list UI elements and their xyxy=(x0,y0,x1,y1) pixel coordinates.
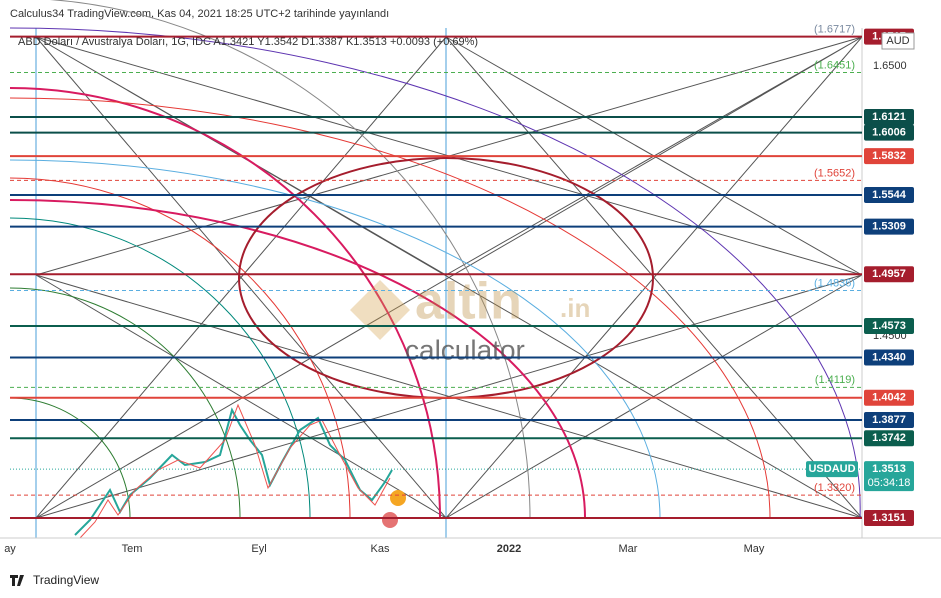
arc xyxy=(9,159,661,519)
price-box xyxy=(864,218,914,235)
price-box xyxy=(864,186,914,203)
time-label: Eyl xyxy=(251,543,266,555)
dashed-level-label: (1.3320) xyxy=(814,482,855,494)
arc xyxy=(9,177,351,519)
time-label: Kas xyxy=(371,543,390,555)
price-box xyxy=(864,411,914,428)
price-box xyxy=(864,430,914,447)
dashed-level-label: (1.4119) xyxy=(815,374,855,386)
price-box xyxy=(864,124,914,141)
dashed-level-label: (1.4836) xyxy=(814,277,855,289)
price-box-label: 1.5832 xyxy=(872,150,906,162)
price-box xyxy=(864,349,914,366)
price-box-label: 1.4340 xyxy=(872,351,906,363)
time-label: Tem xyxy=(122,543,143,555)
price-box xyxy=(864,318,914,335)
current-price: 1.3513 xyxy=(872,463,906,475)
watermark-sub: calculator xyxy=(405,334,525,365)
time-axis: ay Tem Eyl Kas 2022 Mar May xyxy=(4,543,765,555)
price-box-label: 1.3151 xyxy=(872,512,906,524)
symbol-box xyxy=(806,461,858,478)
arc xyxy=(9,87,441,519)
price-box-label: 1.4042 xyxy=(872,392,906,404)
price-box-label: 1.6121 xyxy=(872,111,906,123)
dashed-level-label: (1.6717) xyxy=(814,23,855,35)
price-box-label: 1.4573 xyxy=(872,320,906,332)
price-box xyxy=(864,510,914,526)
price-box-label: 1.3877 xyxy=(872,414,906,426)
time-label: 2022 xyxy=(497,543,521,555)
watermark: altin .in xyxy=(350,273,590,340)
price-box xyxy=(864,148,914,165)
watermark-domain: .in xyxy=(560,293,590,323)
countdown: 05:34:18 xyxy=(868,477,911,489)
drawings xyxy=(9,0,863,539)
chart-legend: ABD Doları / Avustralya Doları, 1G, IDC … xyxy=(18,36,478,48)
arc xyxy=(9,287,241,519)
price-box-label: 1.5309 xyxy=(872,221,906,233)
footer-icon xyxy=(10,575,24,586)
price-box xyxy=(864,266,914,283)
price-box-label: 1.5544 xyxy=(872,189,907,201)
time-label: ay xyxy=(4,543,16,555)
dashed-level-label: (1.5652) xyxy=(814,167,855,179)
currency-label: AUD xyxy=(886,35,909,47)
price-label: 1.6500 xyxy=(873,60,907,72)
price-box-label: 1.3742 xyxy=(872,432,906,444)
footer: TradingView xyxy=(10,573,99,587)
watermark-brand: altin xyxy=(415,273,522,331)
arc xyxy=(9,397,131,519)
currency-box xyxy=(881,32,915,50)
watermark-logo xyxy=(350,280,410,340)
dashed-level-label: (1.6451) xyxy=(814,59,855,71)
price-box xyxy=(864,389,914,406)
footer-logo: TradingView xyxy=(33,573,99,587)
header-title: Calculus34 TradingView.com, Kas 04, 2021… xyxy=(10,8,389,20)
event-icon xyxy=(390,490,406,506)
arc xyxy=(9,27,861,519)
event-icon xyxy=(382,512,398,528)
symbol-label: USDAUD xyxy=(808,463,855,475)
arc xyxy=(9,199,586,519)
price-box xyxy=(864,109,914,126)
price-box-label: 1.6006 xyxy=(872,126,906,138)
current-price-box xyxy=(864,461,914,492)
time-label: Mar xyxy=(619,543,638,555)
time-label: May xyxy=(744,543,765,555)
price-path xyxy=(79,403,391,539)
price-box-label: 1.4957 xyxy=(872,268,906,280)
arc xyxy=(9,97,771,519)
